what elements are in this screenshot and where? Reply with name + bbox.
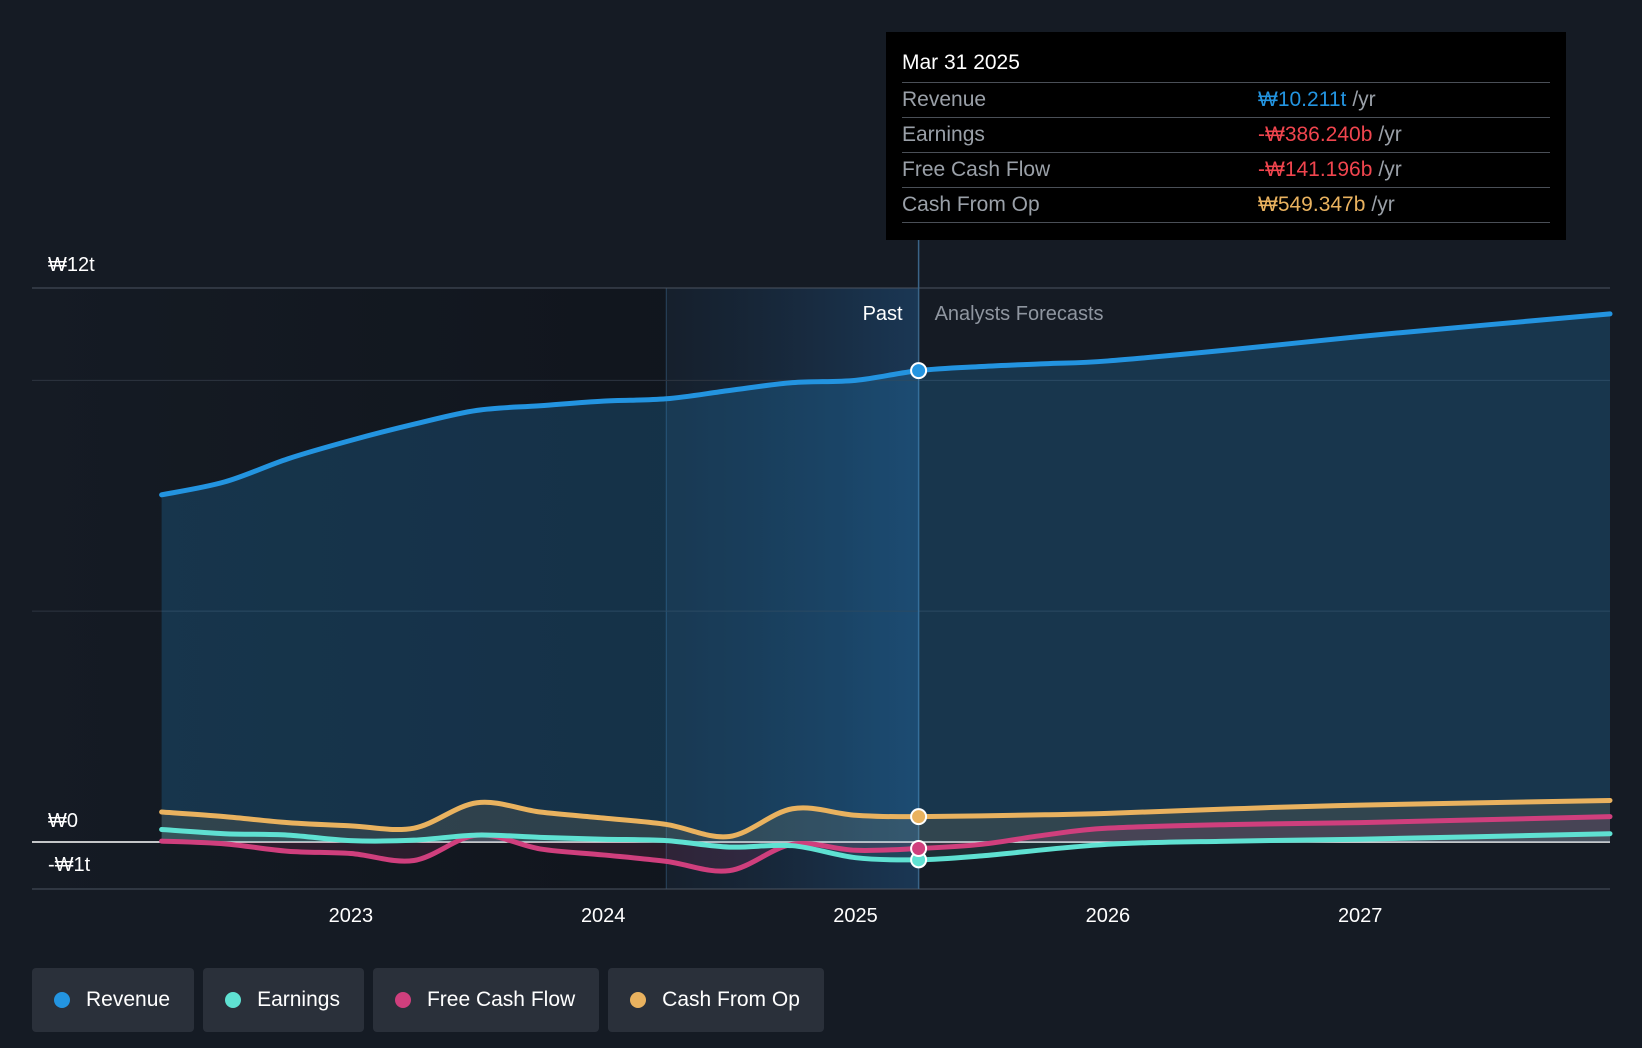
- tooltip-row-unit: /yr: [1378, 158, 1402, 181]
- past-shade-region: [32, 288, 667, 889]
- legend-item-label: Free Cash Flow: [426, 988, 576, 1011]
- tooltip-row-unit: /yr: [1352, 88, 1376, 111]
- tooltip-panel: Mar 31 2025 Revenue ₩10.211t/yr Earnings -₩…: [886, 32, 1566, 240]
- x-tick-label: 2026: [1086, 905, 1131, 927]
- tooltip-row-label: Earnings: [902, 123, 985, 146]
- highlight-band: [666, 288, 919, 889]
- y-axis-label: -₩1t: [48, 854, 91, 876]
- earnings-line: [159, 827, 1613, 863]
- legend-item-revenue[interactable]: Revenue: [32, 968, 195, 1032]
- chart-legend: Revenue Earnings Free Cash Flow Cash From O…: [32, 968, 824, 1032]
- fcf-area: [161, 816, 1610, 872]
- legend-dot-icon: [630, 992, 647, 1008]
- cfo-point: [910, 808, 928, 826]
- tooltip-row-value: ₩549.347b: [1258, 193, 1366, 216]
- tooltip-row-value: -₩386.240b: [1258, 123, 1373, 146]
- tooltip-row-label: Cash From Op: [902, 193, 1040, 216]
- legend-item-label: Revenue: [86, 988, 171, 1011]
- legend-dot-icon: [394, 992, 411, 1008]
- tooltip-row: Earnings -₩386.240b/yr: [902, 118, 1550, 153]
- revenue-line: [159, 311, 1613, 498]
- forecast-label: Analysts Forecasts: [935, 303, 1104, 325]
- tooltip-row-label: Revenue: [902, 88, 987, 111]
- y-axis-label: ₩0: [48, 810, 78, 832]
- tooltip-row-value: ₩10.211t: [1258, 88, 1347, 111]
- fcf-line: [159, 814, 1613, 874]
- fcf-point: [910, 840, 928, 858]
- legend-dot-icon: [54, 992, 70, 1008]
- legend-item-cash-from-op[interactable]: Cash From Op: [608, 968, 824, 1032]
- tooltip-row-unit: /yr: [1378, 123, 1402, 146]
- x-tick-label: 2023: [329, 905, 374, 927]
- y-axis-label: ₩12t: [48, 254, 95, 276]
- tooltip-row-unit: /yr: [1371, 193, 1395, 216]
- legend-item-label: Cash From Op: [662, 988, 800, 1011]
- x-tick-label: 2025: [833, 905, 878, 927]
- x-tick-label: 2027: [1338, 905, 1383, 927]
- cfo-line: [159, 797, 1613, 840]
- legend-item-label: Earnings: [257, 988, 340, 1011]
- tooltip-row-value: -₩141.196b: [1258, 158, 1373, 181]
- tooltip-row: Revenue ₩10.211t/yr: [902, 83, 1550, 118]
- x-tick-label: 2024: [581, 905, 626, 927]
- revenue-area: [161, 313, 1610, 842]
- past-label: Past: [863, 303, 903, 325]
- revenue-point: [910, 362, 928, 380]
- legend-item-earnings[interactable]: Earnings: [203, 968, 364, 1032]
- tooltip-row-label: Free Cash Flow: [902, 158, 1051, 181]
- legend-item-free-cash-flow[interactable]: Free Cash Flow: [372, 968, 600, 1032]
- tooltip-row: Cash From Op ₩549.347b/yr: [902, 188, 1550, 223]
- tooltip-row: Free Cash Flow -₩141.196b/yr: [902, 153, 1550, 188]
- legend-dot-icon: [225, 992, 242, 1008]
- tooltip-date: Mar 31 2025: [902, 46, 1550, 83]
